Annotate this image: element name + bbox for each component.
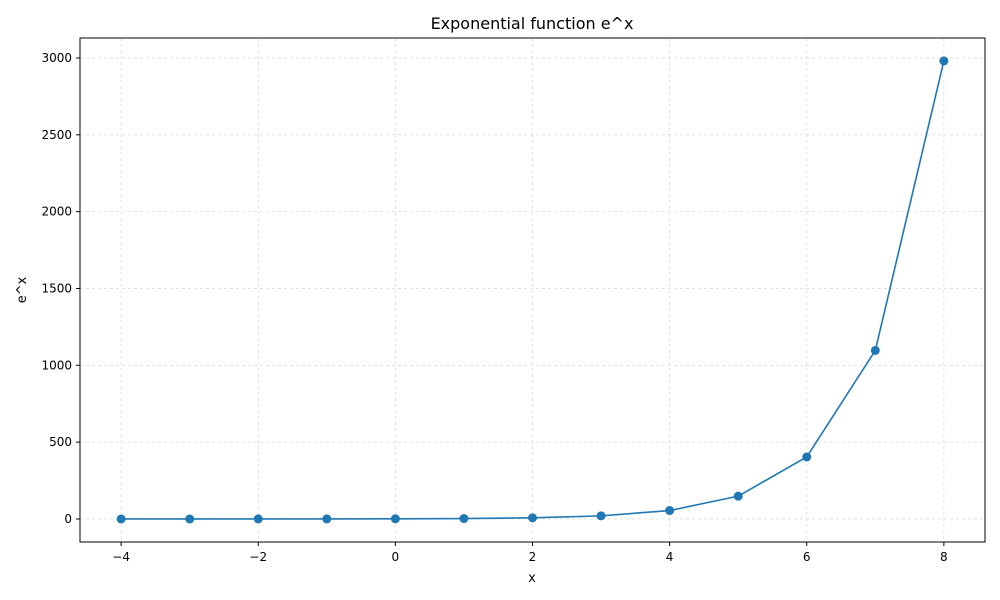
data-point xyxy=(185,514,195,524)
x-tick-label: −4 xyxy=(112,550,130,564)
x-tick-label: 8 xyxy=(940,550,948,564)
x-axis-label: x xyxy=(528,571,536,586)
series xyxy=(116,56,949,524)
data-point xyxy=(733,491,743,501)
data-point xyxy=(459,514,469,524)
data-point xyxy=(253,514,263,524)
data-point xyxy=(870,345,880,355)
y-tick-label: 2500 xyxy=(41,128,72,142)
data-point xyxy=(322,514,332,524)
y-tick-label: 0 xyxy=(64,512,72,526)
x-tick-label: 2 xyxy=(529,550,537,564)
data-point xyxy=(390,514,400,524)
data-point xyxy=(939,56,949,66)
axes: −4 −2 0 2 4 6 8 0 500 1000 1500 2000 2500 3000 xyxy=(41,37,986,564)
data-point xyxy=(596,511,606,521)
chart-title: Exponential function e^x xyxy=(431,14,634,33)
y-axis-label: e^x xyxy=(15,276,30,303)
x-tick-label: 6 xyxy=(803,550,811,564)
y-tick-label: 2000 xyxy=(41,205,72,219)
data-point xyxy=(116,514,126,524)
y-tick-label: 3000 xyxy=(41,51,72,65)
x-tick-label: 4 xyxy=(666,550,674,564)
data-point xyxy=(528,513,537,523)
data-point xyxy=(802,452,812,462)
y-tick-label: 1000 xyxy=(41,358,72,372)
y-tick-label: 1500 xyxy=(41,281,72,295)
data-point xyxy=(665,506,675,516)
grid xyxy=(80,38,985,542)
y-tick-label: 500 xyxy=(49,435,72,449)
x-tick-label: 0 xyxy=(392,550,400,564)
x-tick-label: −2 xyxy=(249,550,267,564)
